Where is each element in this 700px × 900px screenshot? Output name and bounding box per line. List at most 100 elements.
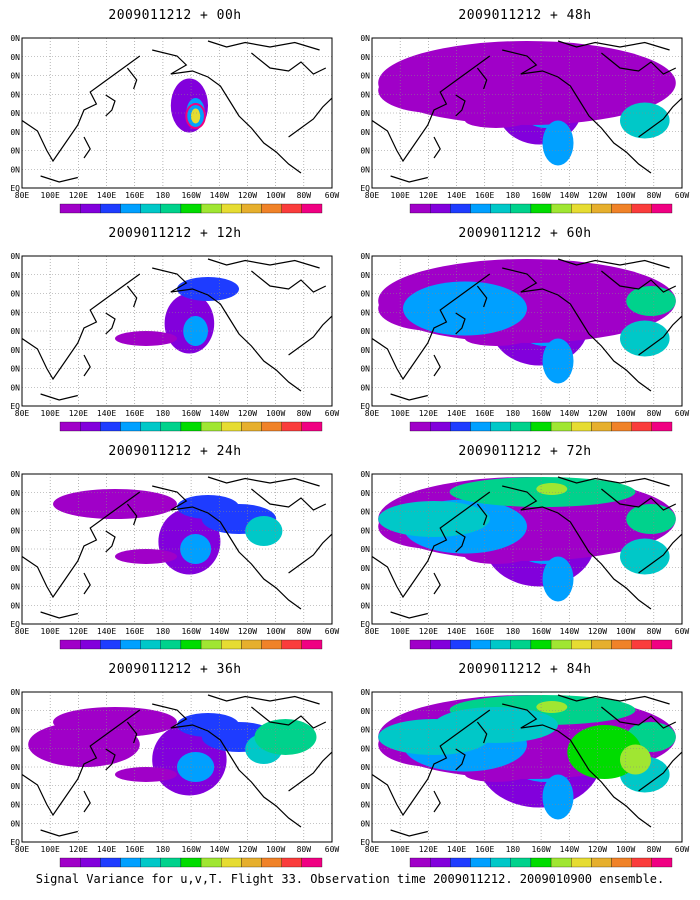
- colorbar-swatch: [530, 421, 552, 432]
- colorbar-swatch: [180, 639, 202, 650]
- lon-tick-label: 80E: [365, 191, 380, 200]
- colorbar-swatch: [221, 639, 242, 650]
- colorbar-swatch: [301, 639, 323, 650]
- lat-tick-label: 10N: [360, 165, 370, 174]
- colorbar-swatch: [430, 857, 451, 868]
- lon-tick-label: 80W: [647, 191, 662, 200]
- map-panel: 2009011212 + 00h 80N 70N 60N 50N 40N 30N 20N 10N…: [10, 8, 340, 214]
- coastline: [152, 485, 302, 610]
- lon-tick-label: 140E: [447, 191, 466, 200]
- coastline: [40, 393, 78, 401]
- coastline: [372, 55, 491, 163]
- shaded-region: [542, 774, 574, 820]
- lat-tick-label: 20N: [360, 365, 370, 374]
- lon-tick-label: 80E: [15, 409, 30, 418]
- colorbar-swatch: [470, 639, 491, 650]
- coastline: [557, 694, 670, 705]
- lat-tick-label: 10N: [360, 819, 370, 828]
- lat-tick-label: 70N: [360, 707, 370, 716]
- colorbar-swatch: [510, 639, 532, 650]
- lon-tick-label: 140E: [97, 191, 116, 200]
- coastline: [638, 315, 682, 356]
- colorbar-swatch: [100, 857, 121, 868]
- lon-tick-label: 120W: [588, 845, 607, 854]
- coastline: [502, 703, 652, 828]
- lon-tick-label: 140E: [97, 409, 116, 418]
- shaded-region: [620, 102, 670, 139]
- shaded-region: [620, 320, 670, 357]
- shaded-region: [626, 504, 676, 534]
- lat-tick-label: 50N: [360, 90, 370, 99]
- lat-tick-label: 60N: [10, 290, 20, 299]
- lon-tick-label: 80E: [15, 191, 30, 200]
- lon-tick-label: 120W: [588, 409, 607, 418]
- lat-tick-label: 10N: [10, 165, 20, 174]
- panel-title: 2009011212 + 84h: [458, 662, 592, 677]
- colorbar-swatch: [241, 857, 262, 868]
- colorbar-swatch: [261, 857, 282, 868]
- lat-tick-label: 20N: [360, 801, 370, 810]
- coastline: [288, 315, 332, 356]
- coastline: [207, 476, 320, 487]
- colorbar-swatch: [140, 857, 161, 868]
- lat-tick-label: 20N: [360, 147, 370, 156]
- coastline: [557, 40, 670, 51]
- lon-tick-label: 120E: [419, 191, 438, 200]
- lat-tick-label: 30N: [360, 782, 370, 791]
- coastline: [433, 572, 441, 595]
- lon-tick-label: 100E: [391, 191, 410, 200]
- colorbar-swatch: [651, 639, 673, 650]
- lat-tick-label: EQ: [10, 838, 20, 847]
- coastline: [390, 393, 428, 401]
- coastline: [288, 751, 332, 792]
- shaded-region: [177, 277, 239, 301]
- lon-tick-label: 100W: [266, 409, 285, 418]
- colorbar-swatch: [261, 421, 282, 432]
- lat-tick-label: 50N: [10, 526, 20, 535]
- colorbar-swatch: [281, 857, 302, 868]
- shaded-region: [180, 534, 212, 564]
- lon-tick-label: 120W: [238, 191, 257, 200]
- lat-tick-label: 50N: [10, 744, 20, 753]
- colorbar-swatch: [631, 203, 652, 214]
- lat-tick-label: 70N: [10, 271, 20, 280]
- lat-tick-label: 30N: [360, 564, 370, 573]
- coastline: [83, 790, 91, 813]
- shaded-region: [183, 316, 209, 346]
- lat-tick-label: 60N: [360, 726, 370, 735]
- colorbar-swatch: [80, 639, 101, 650]
- lon-tick-label: 140E: [447, 627, 466, 636]
- lon-tick-label: 60W: [675, 845, 690, 854]
- coastline: [40, 611, 78, 619]
- lon-tick-label: 100E: [41, 627, 60, 636]
- colorbar-swatch: [530, 639, 552, 650]
- colorbar-swatch: [409, 421, 431, 432]
- contour-ring: [185, 103, 206, 129]
- lat-tick-label: 30N: [10, 782, 20, 791]
- colorbar-swatch: [301, 857, 323, 868]
- lon-tick-label: 140W: [560, 191, 579, 200]
- colorbar-swatch: [120, 203, 141, 214]
- colorbar-swatch: [140, 639, 161, 650]
- lon-tick-label: 160W: [531, 409, 550, 418]
- lat-tick-label: 40N: [10, 109, 20, 118]
- lat-tick-label: 60N: [10, 508, 20, 517]
- coastline: [105, 94, 116, 117]
- lon-tick-label: 100E: [41, 409, 60, 418]
- shaded-region: [28, 722, 140, 767]
- colorbar-swatch: [409, 639, 431, 650]
- shaded-region: [620, 744, 651, 775]
- coastline: [502, 267, 652, 392]
- lon-tick-label: 120E: [419, 409, 438, 418]
- colorbar-swatch: [530, 203, 552, 214]
- lat-tick-label: EQ: [10, 184, 20, 193]
- colorbar-swatch: [180, 857, 202, 868]
- lon-tick-label: 120E: [69, 845, 88, 854]
- lat-tick-label: 40N: [360, 545, 370, 554]
- coastline: [390, 611, 428, 619]
- map-panel: 2009011212 + 60h 80N 70N 60N 50N 40N 30N 20N 10N…: [360, 226, 690, 432]
- colorbar-swatch: [430, 639, 451, 650]
- colorbar-swatch: [140, 421, 161, 432]
- lon-tick-label: 160W: [531, 627, 550, 636]
